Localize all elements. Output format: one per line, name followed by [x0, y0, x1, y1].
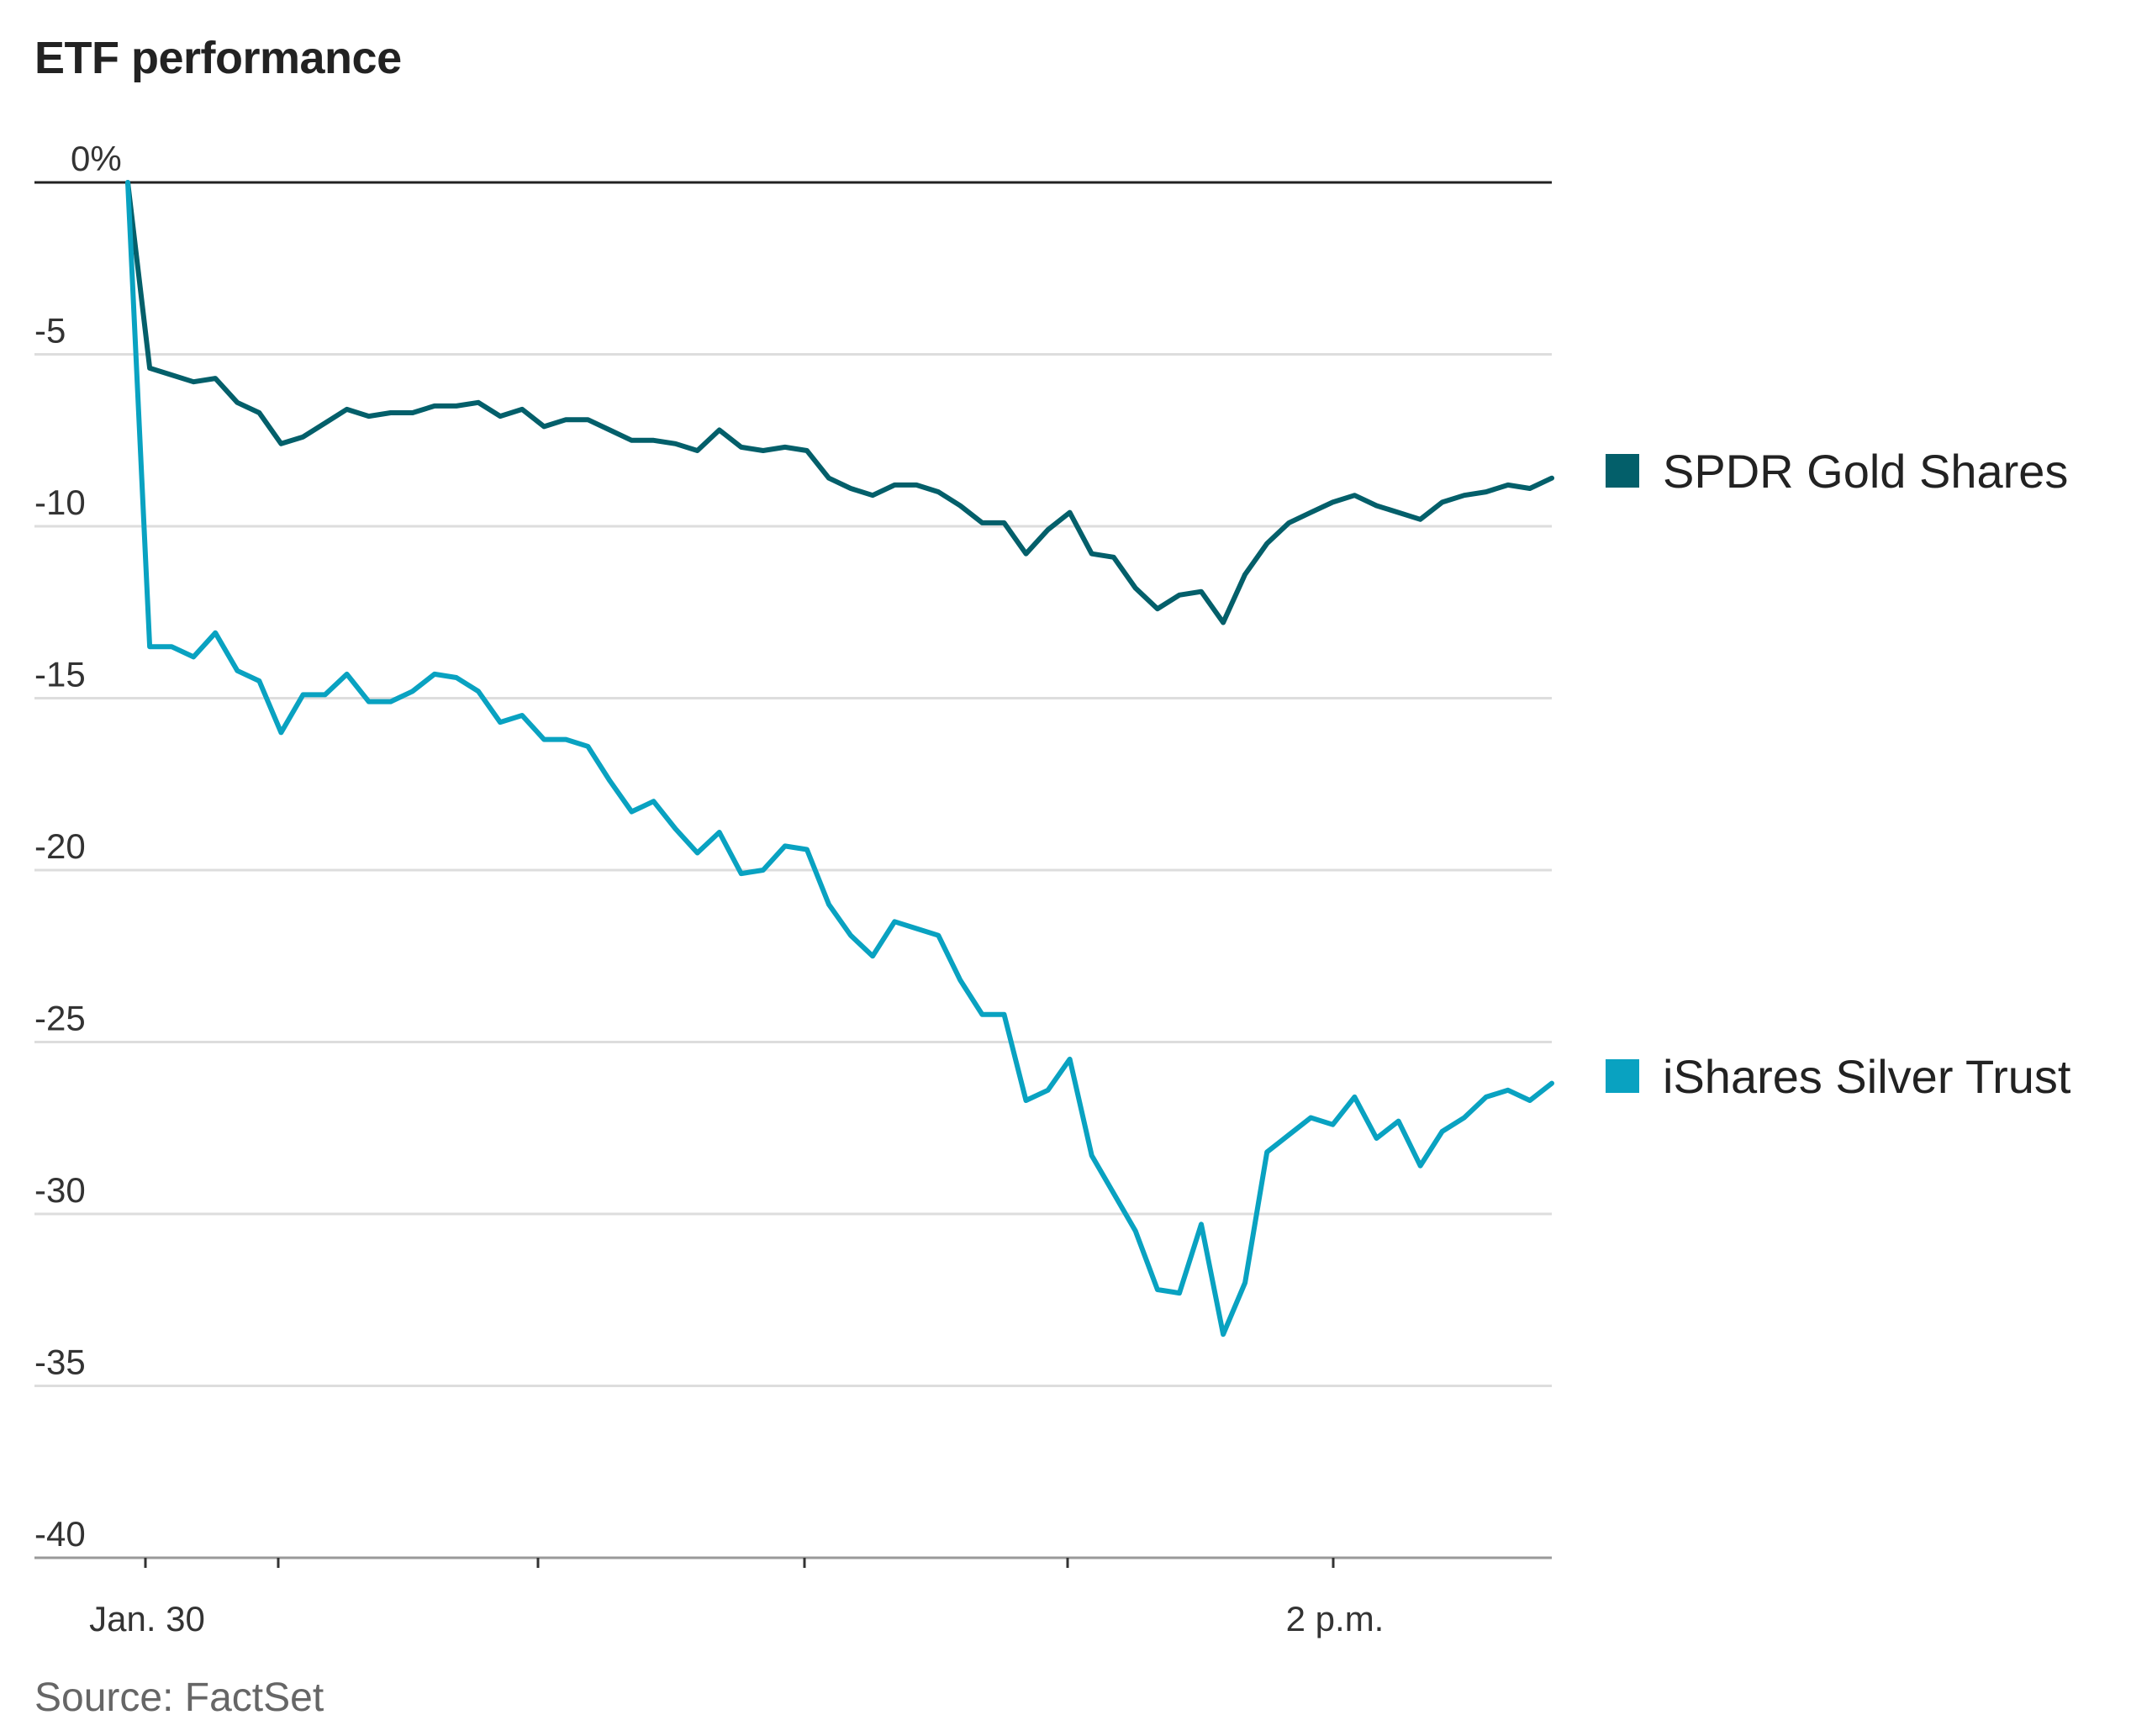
y-tick-label: -5 — [34, 311, 66, 351]
y-tick-label: -20 — [34, 826, 86, 866]
y-tick-label: -10 — [34, 483, 86, 522]
legend-swatch — [1606, 1059, 1639, 1093]
grid-lines — [34, 181, 1552, 1559]
y-tick-label: -15 — [34, 655, 86, 694]
legend: SPDR Gold Shares iShares Silver Trust — [1606, 445, 2071, 1103]
y-tick-label: -30 — [34, 1170, 86, 1210]
x-tick-label: Jan. 30 — [89, 1599, 205, 1638]
x-tick-label: 2 p.m. — [1286, 1599, 1385, 1638]
source-note: Source: FactSet — [34, 1675, 324, 1720]
y-tick-label: -35 — [34, 1343, 86, 1382]
y-axis-labels: 0% -5 -10 -15 -20 -25 -30 -35 -40 — [34, 139, 122, 1554]
legend-swatch — [1606, 454, 1639, 488]
series-line-gold — [125, 180, 1554, 625]
x-axis: Jan. 30 2 p.m. — [89, 1558, 1384, 1638]
y-tick-label: -25 — [34, 999, 86, 1038]
chart-title: ETF performance — [34, 33, 402, 83]
series-line-silver — [125, 180, 1554, 1338]
series-lines — [125, 180, 1554, 1338]
y-tick-label: -40 — [34, 1514, 86, 1554]
y-tick-label: 0% — [71, 139, 122, 178]
legend-label: SPDR Gold Shares — [1663, 445, 2068, 498]
legend-label: iShares Silver Trust — [1663, 1050, 2071, 1103]
